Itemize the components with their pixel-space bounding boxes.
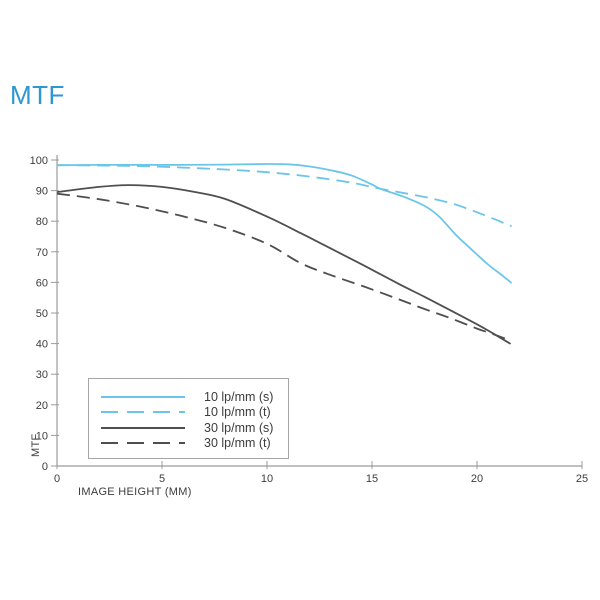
legend-line-sample — [101, 426, 185, 429]
x-tick-label: 20 — [471, 473, 483, 485]
legend-label: 30 lp/mm (s) — [204, 420, 274, 435]
y-tick-label: 10 — [36, 430, 48, 442]
legend-line-sample — [101, 442, 185, 445]
curve-3 — [56, 192, 511, 342]
x-tick-label: 25 — [576, 473, 588, 485]
curve-0 — [56, 163, 513, 284]
x-axis-label: IMAGE HEIGHT (MM) — [78, 486, 192, 498]
x-tick-label: 5 — [159, 473, 165, 485]
y-tick-label: 60 — [36, 277, 48, 289]
y-tick-label: 90 — [36, 186, 48, 198]
y-axis-label: MTF — [30, 433, 42, 457]
x-tick-label: 10 — [261, 473, 273, 485]
y-tick-label: 100 — [30, 155, 48, 167]
legend-label: 10 lp/mm (s) — [204, 389, 274, 404]
x-tick-label: 15 — [366, 473, 378, 485]
legend-item: 10 lp/mm (s) — [99, 389, 288, 405]
legend-line-sample — [101, 411, 185, 414]
y-tick-label: 20 — [36, 400, 48, 412]
curve-1 — [56, 164, 512, 228]
legend-label: 10 lp/mm (t) — [204, 405, 271, 420]
legend: 10 lp/mm (s) 10 lp/mm (t) 30 lp/mm (s) 3… — [88, 378, 289, 459]
y-tick-label: 0 — [42, 461, 48, 473]
x-tick-label: 0 — [54, 473, 60, 485]
legend-label: 30 lp/mm (t) — [204, 436, 271, 451]
y-tick-label: 30 — [36, 369, 48, 381]
y-tick-label: 50 — [36, 308, 48, 320]
legend-item: 30 lp/mm (s) — [99, 420, 288, 436]
legend-item: 10 lp/mm (t) — [99, 405, 288, 421]
page-title: MTF — [10, 80, 65, 110]
y-tick-label: 70 — [36, 247, 48, 259]
legend-item: 30 lp/mm (t) — [99, 436, 288, 452]
curve-2 — [56, 184, 512, 345]
y-tick-label: 40 — [36, 339, 48, 351]
legend-line-sample — [101, 395, 185, 398]
y-tick-label: 80 — [36, 216, 48, 228]
